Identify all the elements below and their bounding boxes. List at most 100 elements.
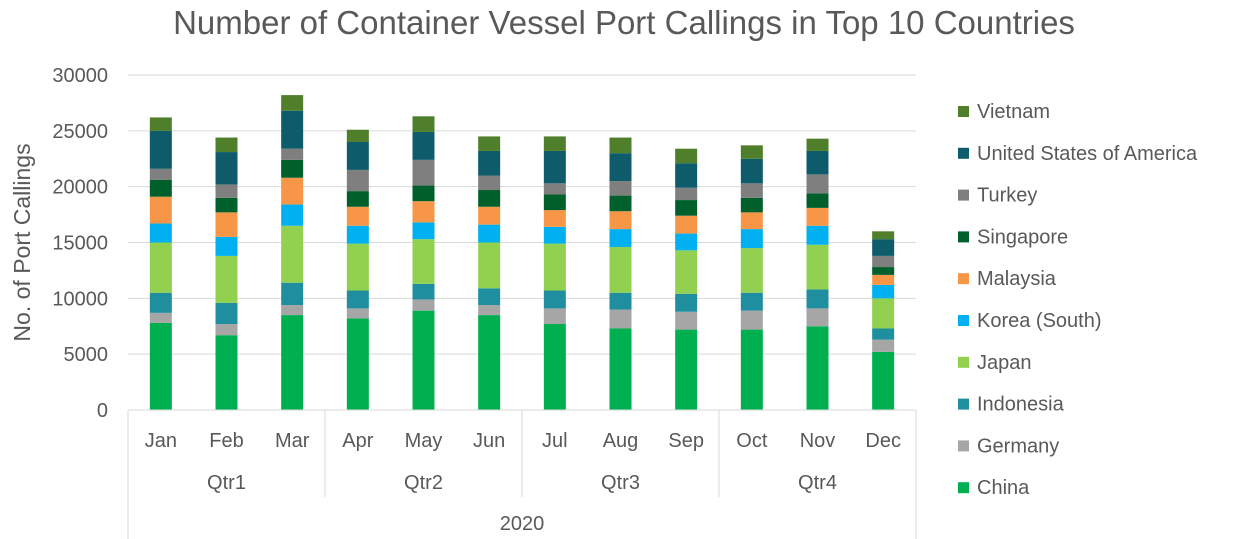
bar-segment-united-states-of-america bbox=[281, 110, 304, 149]
bar-segment-china bbox=[675, 329, 698, 410]
y-tick-label: 20000 bbox=[52, 177, 108, 199]
bar-segment-malaysia bbox=[346, 206, 369, 226]
bar-segment-turkey bbox=[346, 169, 369, 192]
bar-segment-turkey bbox=[412, 159, 435, 186]
bar-segment-singapore bbox=[675, 200, 698, 216]
y-tick-label: 15000 bbox=[52, 233, 108, 255]
bar-segment-united-states-of-america bbox=[806, 150, 829, 175]
bar-segment-china bbox=[346, 318, 369, 410]
x-tick-label: Mar bbox=[275, 430, 310, 452]
bar-segment-malaysia bbox=[609, 211, 632, 230]
x-tick-label: Oct bbox=[736, 430, 768, 452]
legend-label: Germany bbox=[977, 435, 1059, 457]
y-tick-label: 30000 bbox=[52, 65, 108, 87]
bar-segment-united-states-of-america bbox=[215, 152, 238, 185]
bar-segment-united-states-of-america bbox=[675, 163, 698, 188]
bar-segment-singapore bbox=[412, 185, 435, 202]
bar-segment-korea-south- bbox=[740, 229, 763, 249]
bar-segment-united-states-of-america bbox=[149, 130, 172, 169]
bar-segment-germany bbox=[806, 308, 829, 327]
bar-segment-vietnam bbox=[806, 138, 829, 151]
legend-label: Indonesia bbox=[977, 394, 1065, 416]
y-axis-title: No. of Port Callings bbox=[9, 143, 35, 341]
bar-segment-indonesia bbox=[872, 328, 895, 340]
year-label: 2020 bbox=[500, 513, 545, 535]
bar-segment-indonesia bbox=[412, 283, 435, 300]
bar-segment-united-states-of-america bbox=[740, 158, 763, 184]
bar-segment-turkey bbox=[740, 183, 763, 198]
x-tick-label: Apr bbox=[342, 430, 373, 452]
bar-segment-singapore bbox=[346, 191, 369, 207]
bar-segment-korea-south- bbox=[149, 223, 172, 243]
bar-segment-malaysia bbox=[806, 207, 829, 226]
bar-segment-malaysia bbox=[543, 210, 566, 227]
bar-segment-vietnam bbox=[346, 129, 369, 142]
bar-segment-turkey bbox=[609, 181, 632, 196]
bar-segment-singapore bbox=[215, 197, 238, 213]
bar-segment-korea-south- bbox=[281, 204, 304, 226]
legend-swatch bbox=[958, 189, 969, 201]
y-tick-label: 5000 bbox=[64, 344, 109, 366]
bar-segment-singapore bbox=[609, 195, 632, 212]
bar-segment-singapore bbox=[806, 193, 829, 208]
legend-label: Malaysia bbox=[977, 268, 1057, 290]
legend-label: Turkey bbox=[977, 185, 1037, 207]
bar-segment-turkey bbox=[872, 255, 895, 268]
bar-segment-indonesia bbox=[806, 289, 829, 309]
bar-segment-korea-south- bbox=[806, 225, 829, 245]
bar-segment-indonesia bbox=[346, 290, 369, 309]
legend-swatch bbox=[958, 482, 969, 494]
bar-segment-singapore bbox=[543, 194, 566, 211]
bar-segment-turkey bbox=[149, 168, 172, 180]
bar-segment-japan bbox=[872, 298, 895, 329]
y-tick-label: 25000 bbox=[52, 121, 108, 143]
bar-segment-germany bbox=[675, 311, 698, 330]
bar-segment-singapore bbox=[872, 267, 895, 275]
bar-segment-japan bbox=[609, 246, 632, 293]
bar-segment-korea-south- bbox=[675, 233, 698, 251]
x-tick-label: Nov bbox=[800, 430, 836, 452]
bar-segment-japan bbox=[675, 250, 698, 294]
bar-segment-indonesia bbox=[478, 288, 501, 306]
legend-swatch bbox=[958, 147, 969, 159]
bar-segment-united-states-of-america bbox=[872, 239, 895, 256]
bar-segment-japan bbox=[149, 242, 172, 293]
bar-segment-united-states-of-america bbox=[478, 150, 501, 176]
bar-segment-vietnam bbox=[740, 145, 763, 159]
legend-swatch bbox=[958, 440, 969, 452]
bar-segment-singapore bbox=[478, 190, 501, 207]
legend-label: Korea (South) bbox=[977, 310, 1102, 332]
bar-segment-malaysia bbox=[149, 196, 172, 224]
x-tick-label: Jun bbox=[473, 430, 505, 452]
bar-segment-china bbox=[543, 324, 566, 410]
bar-segment-china bbox=[740, 329, 763, 410]
bar-segment-korea-south- bbox=[609, 229, 632, 247]
bar-segment-malaysia bbox=[281, 177, 304, 205]
bar-segment-singapore bbox=[281, 159, 304, 178]
legend-swatch bbox=[958, 106, 969, 117]
bar-segment-vietnam bbox=[149, 117, 172, 131]
legend-swatch bbox=[958, 231, 969, 243]
bar-segment-japan bbox=[215, 255, 238, 303]
bar-segment-china bbox=[412, 310, 435, 410]
bar-segment-indonesia bbox=[215, 302, 238, 325]
bar-segment-japan bbox=[412, 239, 435, 284]
bar-segment-turkey bbox=[281, 148, 304, 160]
bar-segment-malaysia bbox=[215, 212, 238, 237]
bar-segment-germany bbox=[281, 305, 304, 316]
quarter-label: Qtr1 bbox=[207, 472, 246, 494]
bar-segment-japan bbox=[740, 248, 763, 293]
legend-label: Japan bbox=[977, 352, 1032, 374]
bar-segment-china bbox=[609, 328, 632, 410]
legend-swatch bbox=[958, 398, 969, 410]
bar-segment-vietnam bbox=[609, 137, 632, 154]
bar-segment-japan bbox=[281, 225, 304, 283]
bar-segment-united-states-of-america bbox=[412, 131, 435, 160]
legend-label: China bbox=[977, 477, 1030, 499]
legend-label: Vietnam bbox=[977, 101, 1050, 123]
bar-segment-germany bbox=[543, 308, 566, 325]
bar-segment-turkey bbox=[806, 174, 829, 194]
bar-segment-germany bbox=[215, 324, 238, 336]
bar-segment-indonesia bbox=[281, 282, 304, 306]
bar-segment-germany bbox=[149, 312, 172, 323]
